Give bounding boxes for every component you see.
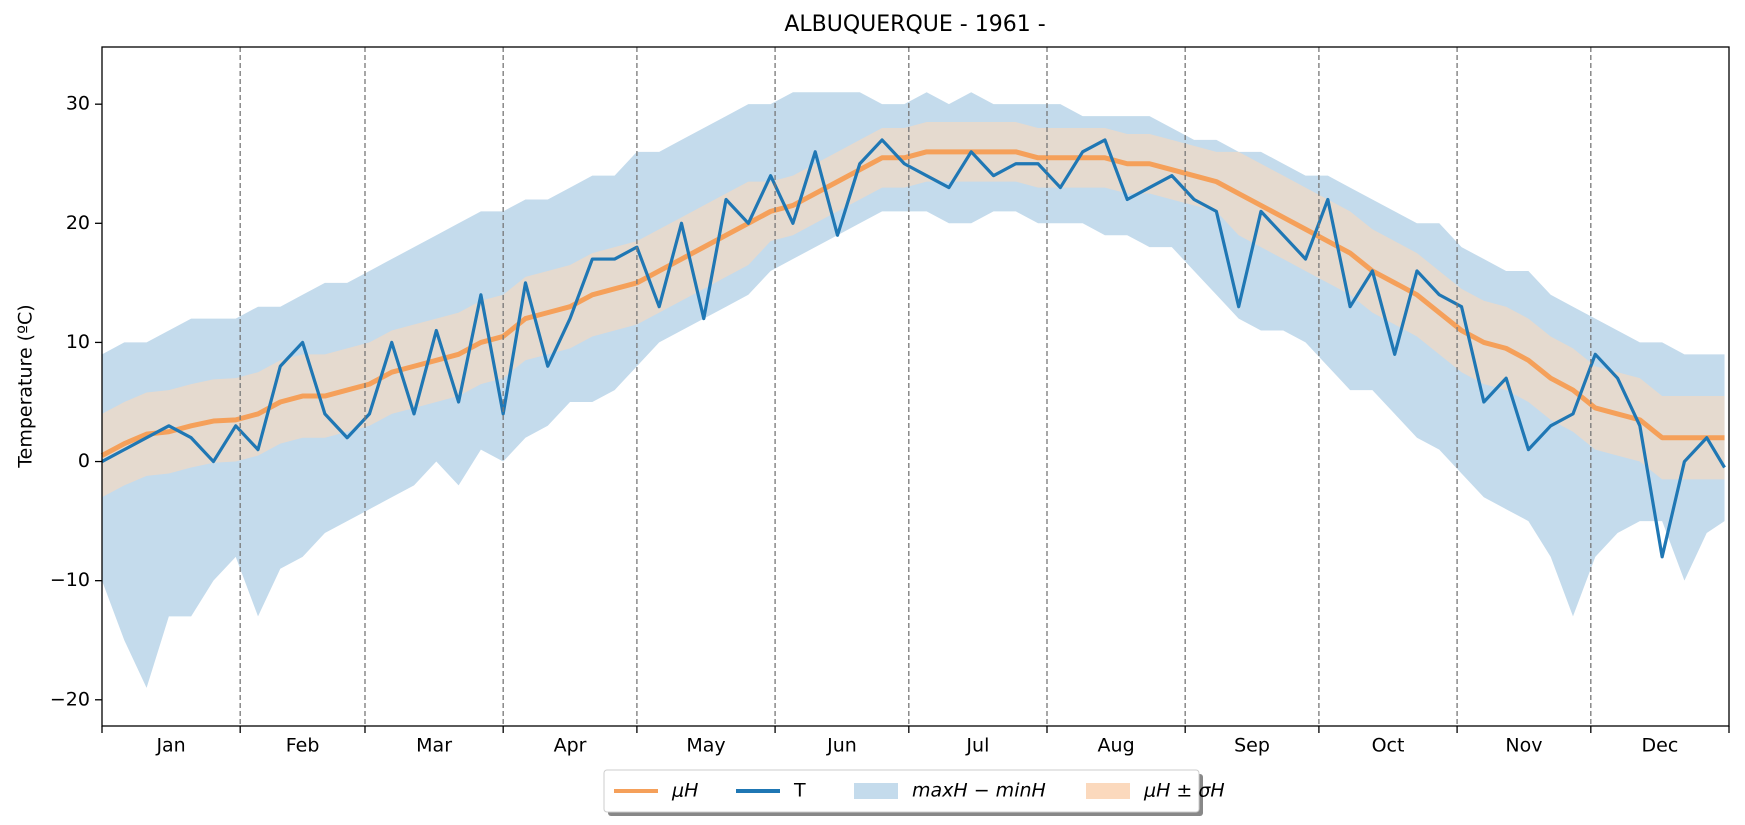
y-axis-label: Temperature (ºC)	[15, 304, 37, 468]
x-tick-label: Feb	[286, 735, 320, 757]
x-tick-label: May	[686, 735, 725, 757]
y-tick-label: 20	[66, 212, 90, 234]
chart-title: ALBUQUERQUE - 1961 -	[784, 12, 1045, 37]
x-tick-label: Apr	[554, 735, 587, 757]
y-tick-label: −10	[50, 569, 90, 591]
y-tick-label: 0	[78, 450, 90, 472]
x-tick-label: Aug	[1098, 735, 1135, 757]
y-tick-label: −20	[50, 688, 90, 710]
legend-label: μH	[671, 780, 698, 802]
legend-swatch	[1086, 783, 1130, 799]
x-tick-label: Mar	[416, 735, 452, 757]
y-tick-label: 30	[66, 93, 90, 115]
legend-swatch	[854, 783, 898, 799]
legend-label: μH ± σH	[1143, 780, 1225, 802]
x-tick-label: Jul	[965, 735, 989, 757]
legend-label: maxH − minH	[912, 780, 1046, 802]
legend-label: T	[793, 780, 806, 802]
x-tick-label: Jun	[826, 735, 857, 757]
plot-frame	[101, 46, 1730, 727]
line	[101, 138, 1726, 559]
legend-box	[603, 769, 1200, 813]
x-tick-label: Oct	[1372, 735, 1405, 757]
x-tick-label: Nov	[1505, 735, 1542, 757]
x-tick-label: Sep	[1234, 735, 1270, 757]
x-tick-label: Jan	[155, 735, 185, 757]
y-tick-label: 10	[66, 331, 90, 353]
line	[100, 149, 1725, 458]
x-tick-label: Dec	[1642, 735, 1679, 757]
